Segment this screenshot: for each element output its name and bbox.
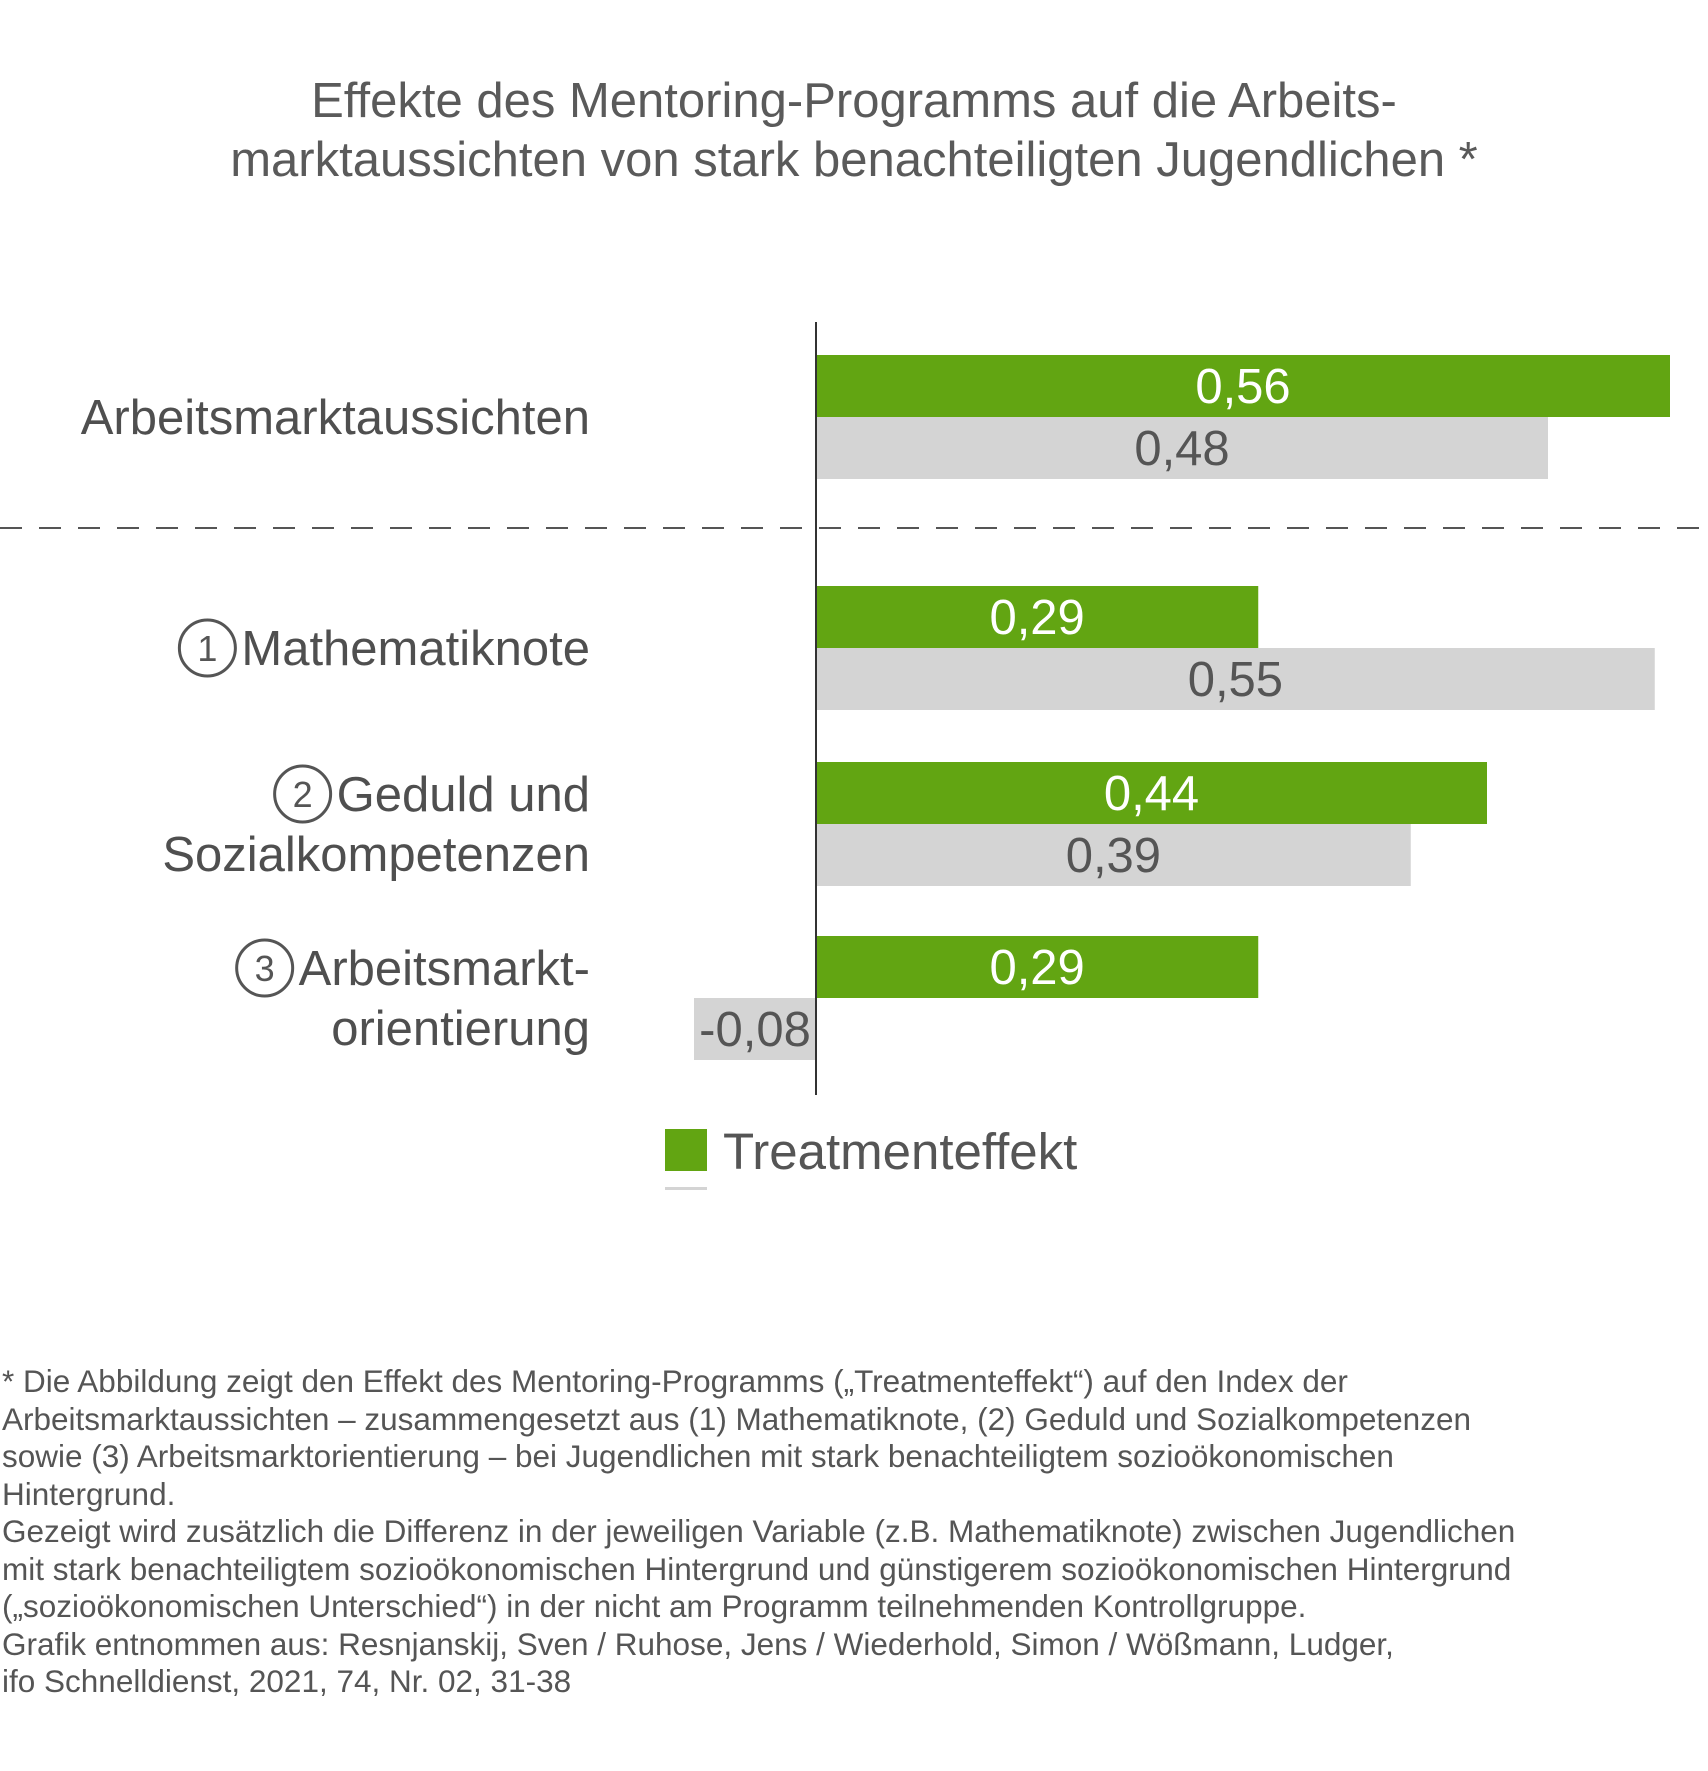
legend-swatch xyxy=(665,1129,707,1171)
legend-item: Sozioökonomischer Unterschied xyxy=(665,1181,1454,1190)
category-label: Geduld und Sozialkompetenzen 2 xyxy=(162,764,590,882)
category-number: 3 xyxy=(255,948,275,989)
treatment-bar xyxy=(816,586,1259,648)
legend-label: Sozioökonomischer Unterschied xyxy=(723,1181,1454,1190)
chart-title-line: marktaussichten von stark benachteiligte… xyxy=(230,133,1478,187)
category-label-line: Mathematiknote xyxy=(241,622,590,676)
category-number: 1 xyxy=(197,628,217,669)
category-label-line: Geduld und xyxy=(337,768,590,822)
footnote-line: Arbeitsmarktaussichten – zusammengesetzt… xyxy=(2,1400,1471,1437)
footnote-line: Gezeigt wird zusätzlich die Differenz in… xyxy=(2,1513,1516,1549)
bar-value-label: 0,29 xyxy=(989,591,1084,645)
footnote-line: mit stark benachteiligtem sozioökonomisc… xyxy=(2,1550,1512,1587)
bar-value-label: 0,39 xyxy=(1066,829,1161,883)
category-label-line: Arbeitsmarkt- xyxy=(299,942,590,996)
bar-value-label: 0,48 xyxy=(1134,422,1229,476)
footnote-line: („sozioökonomischen Unterschied“) in der… xyxy=(2,1588,1307,1624)
category-label-line: Sozialkompetenzen xyxy=(162,828,590,882)
footnote-line: ifo Schnelldienst, 2021, 74, Nr. 02, 31-… xyxy=(2,1663,572,1699)
socio-bar xyxy=(816,417,1548,479)
number-circle-icon xyxy=(177,618,237,678)
bar-chart: 0,56 0,29 0,44 0,29 0,48 0,55 0,39 -0,08 Arbeits… xyxy=(0,322,1708,1190)
footnote: * Die Abbildung zeigt den Effekt des Men… xyxy=(2,1363,1706,1701)
chart-title-line: Effekte des Mentoring-Programms auf die … xyxy=(311,74,1397,128)
socio-bar xyxy=(816,648,1655,710)
bar-value-label: -0,08 xyxy=(699,1003,811,1057)
legend-label: Treatmenteffekt xyxy=(723,1123,1077,1180)
category-label: Arbeitsmarkt-orientierung 3 xyxy=(235,938,590,1056)
number-circle-icon xyxy=(273,764,333,824)
category-number: 2 xyxy=(293,774,313,815)
number-circle-icon xyxy=(235,938,295,998)
legend-item: Treatmenteffekt xyxy=(665,1123,1077,1180)
chart-title: Effekte des Mentoring-Programms auf die … xyxy=(0,72,1708,190)
bar-value-label: 0,55 xyxy=(1188,653,1283,707)
treatment-bar xyxy=(816,762,1487,824)
treatment-bar xyxy=(816,355,1670,417)
footnote-line: * Die Abbildung zeigt den Effekt des Men… xyxy=(2,1363,1348,1399)
legend-swatch xyxy=(665,1187,707,1190)
category-label-line: Arbeitsmarktaussichten xyxy=(81,391,590,445)
category-label: Mathematiknote 1 xyxy=(177,618,590,678)
footnote-line: sowie (3) Arbeitsmarktorientierung – bei… xyxy=(2,1438,1394,1474)
footnote-line: Hintergrund. xyxy=(2,1475,176,1512)
socio-bar xyxy=(694,998,816,1060)
footnote-line: Grafik entnommen aus: Resnjanskij, Sven … xyxy=(2,1625,1394,1662)
bar-value-label: 0,56 xyxy=(1195,360,1290,414)
bar-value-label: 0,44 xyxy=(1104,767,1199,821)
category-label: Arbeitsmarktaussichten xyxy=(81,391,590,445)
bar-value-label: 0,29 xyxy=(989,941,1084,995)
socio-bar xyxy=(816,824,1411,886)
category-label-line: orientierung xyxy=(331,1002,590,1056)
treatment-bar xyxy=(816,936,1259,998)
